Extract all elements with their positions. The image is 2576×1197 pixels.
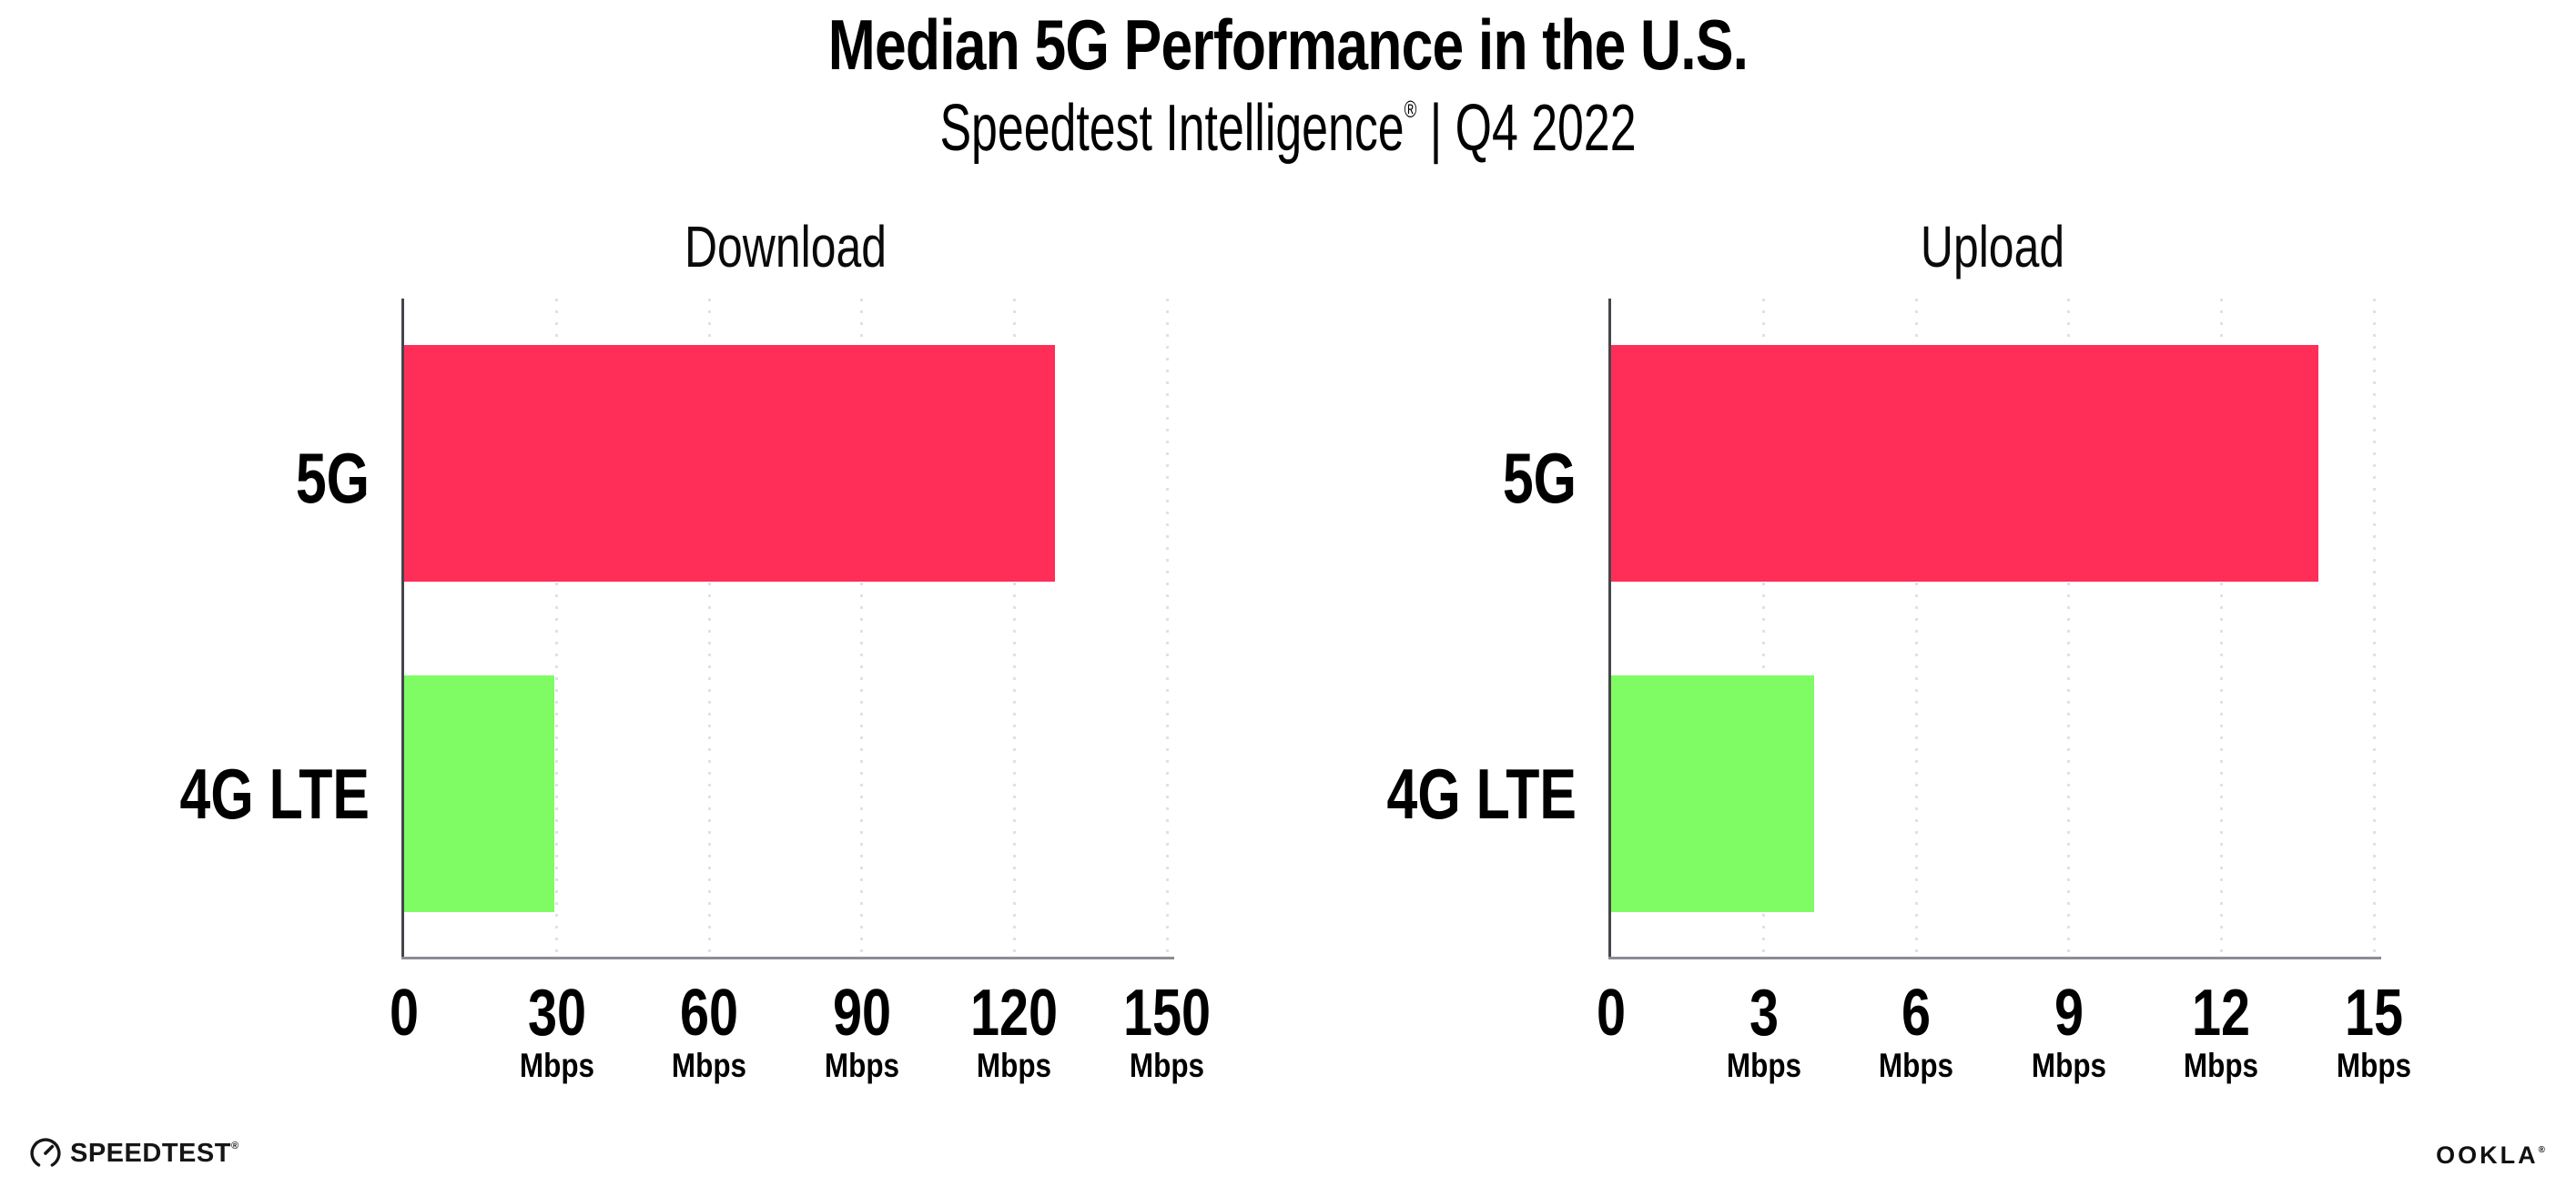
x-tick-upload-6: 6 bbox=[1901, 977, 1932, 1050]
chart-title-download: Download bbox=[684, 214, 887, 279]
x-tick-unit-upload-3: Mbps bbox=[1726, 1047, 1802, 1084]
gridline-download-90 bbox=[860, 299, 863, 959]
ookla-registered-mark: ® bbox=[2538, 1145, 2545, 1155]
gridline-download-120 bbox=[1013, 299, 1016, 959]
gridline-upload-12 bbox=[2220, 299, 2223, 959]
category-label-4g-lte-download: 4G LTE bbox=[179, 754, 370, 834]
category-label-5g-download: 5G bbox=[295, 438, 370, 518]
x-tick-download-150: 150 bbox=[1122, 977, 1212, 1050]
gridline-upload-9 bbox=[2067, 299, 2070, 959]
gridline-download-150 bbox=[1166, 299, 1169, 959]
x-tick-download-30: 30 bbox=[527, 977, 587, 1050]
x-tick-download-120: 120 bbox=[969, 977, 1059, 1050]
gridline-download-30 bbox=[555, 299, 558, 959]
speedtest-registered-mark: ® bbox=[230, 1140, 239, 1151]
x-tick-unit-upload-12: Mbps bbox=[2183, 1047, 2259, 1084]
x-tick-upload-12: 12 bbox=[2191, 977, 2251, 1050]
x-tick-unit-download-120: Mbps bbox=[976, 1047, 1052, 1084]
bar-download-4g-lte bbox=[404, 675, 554, 912]
x-axis-download bbox=[401, 957, 1174, 959]
gridline-upload-3 bbox=[1762, 299, 1765, 959]
category-label-5g-upload: 5G bbox=[1502, 438, 1577, 518]
bar-upload-4g-lte bbox=[1611, 675, 1814, 912]
subtitle-period: | Q4 2022 bbox=[1416, 92, 1637, 165]
speedtest-logo: SPEEDTEST® bbox=[30, 1138, 239, 1169]
y-axis-upload bbox=[1608, 299, 1611, 959]
x-tick-unit-upload-9: Mbps bbox=[2031, 1047, 2107, 1084]
x-tick-upload-15: 15 bbox=[2344, 977, 2404, 1050]
x-tick-unit-download-90: Mbps bbox=[824, 1047, 900, 1084]
x-tick-unit-upload-15: Mbps bbox=[2336, 1047, 2412, 1084]
page-title: Median 5G Performance in the U.S. bbox=[827, 5, 1749, 85]
gridline-upload-15 bbox=[2373, 299, 2376, 959]
subtitle-brand: Speedtest Intelligence bbox=[939, 92, 1405, 165]
speedtest-wordmark: SPEEDTEST® bbox=[70, 1138, 239, 1168]
page-subtitle: Speedtest Intelligence® | Q4 2022 bbox=[360, 91, 2216, 166]
x-tick-unit-download-150: Mbps bbox=[1129, 1047, 1205, 1084]
bar-download-5g bbox=[404, 345, 1055, 582]
x-tick-unit-download-30: Mbps bbox=[519, 1047, 595, 1084]
x-axis-upload bbox=[1608, 957, 2381, 959]
bar-upload-5g bbox=[1611, 345, 2318, 582]
y-axis-download bbox=[401, 299, 404, 959]
ookla-wordmark: OOKLA bbox=[2436, 1141, 2539, 1169]
x-tick-unit-upload-6: Mbps bbox=[1878, 1047, 1954, 1084]
chart-title-upload: Upload bbox=[1920, 214, 2065, 279]
ookla-logo: OOKLA® bbox=[2436, 1141, 2545, 1170]
x-tick-download-90: 90 bbox=[832, 977, 892, 1050]
gridline-download-60 bbox=[708, 299, 711, 959]
x-tick-upload-3: 3 bbox=[1749, 977, 1780, 1050]
registered-mark: ® bbox=[1404, 96, 1417, 123]
x-tick-download-60: 60 bbox=[679, 977, 739, 1050]
speedtest-gauge-icon bbox=[30, 1138, 61, 1169]
x-tick-unit-download-60: Mbps bbox=[671, 1047, 747, 1084]
gridline-upload-6 bbox=[1915, 299, 1918, 959]
x-tick-upload-0: 0 bbox=[1596, 977, 1627, 1050]
x-tick-upload-9: 9 bbox=[2054, 977, 2084, 1050]
x-tick-download-0: 0 bbox=[389, 977, 420, 1050]
category-label-4g-lte-upload: 4G LTE bbox=[1386, 754, 1577, 834]
